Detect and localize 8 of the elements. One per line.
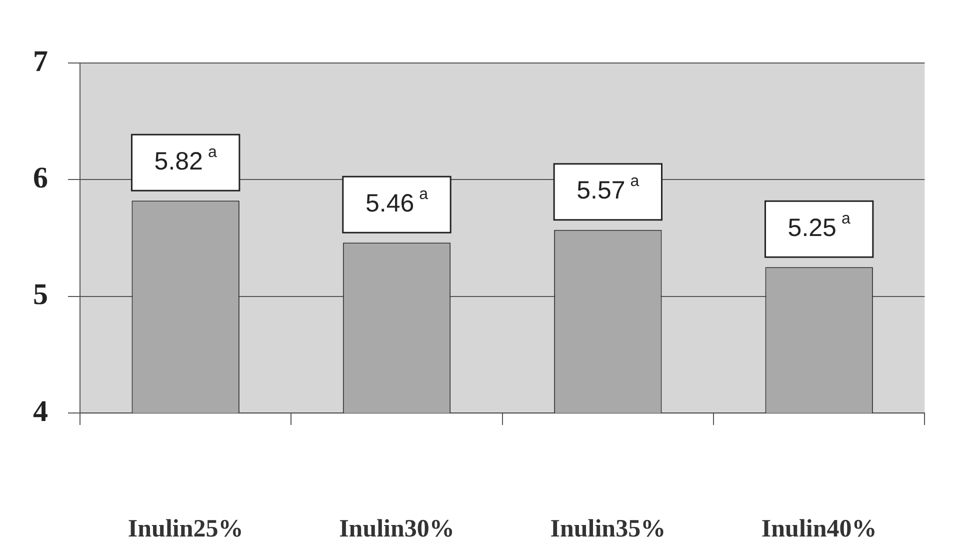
- y-tick-label: 5: [33, 278, 48, 312]
- y-tick-label: 6: [33, 161, 48, 194]
- x-tick-label: Inulin30%: [339, 515, 454, 542]
- x-tick-label: Inulin35%: [550, 515, 666, 542]
- x-tick-label: Inulin25%: [128, 515, 244, 542]
- x-tick-label: Inulin40%: [761, 515, 877, 542]
- y-tick-label: 4: [33, 394, 48, 428]
- y-tick-label: 7: [33, 44, 48, 78]
